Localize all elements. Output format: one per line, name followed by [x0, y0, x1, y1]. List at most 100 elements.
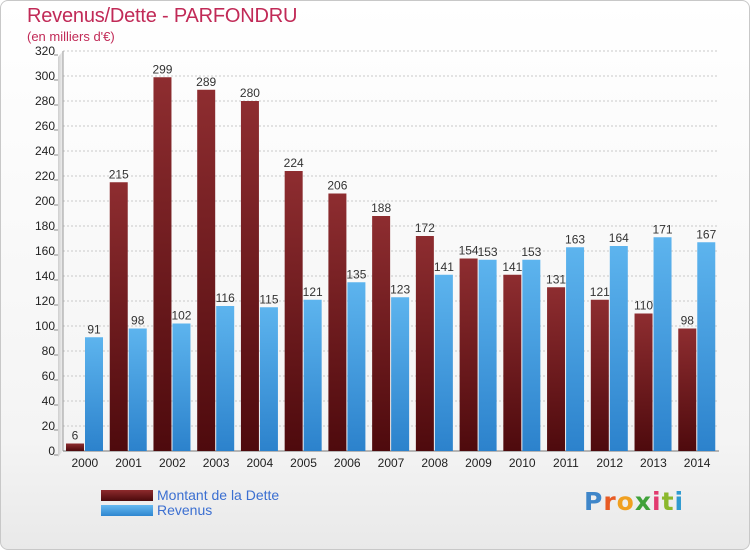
revenue-value-label: 98	[131, 314, 145, 328]
y-tick-label: 80	[42, 344, 56, 358]
debt-bar	[197, 89, 216, 451]
revenue-bar	[391, 297, 410, 451]
revenue-value-label: 123	[390, 282, 410, 296]
chart-title: Revenus/Dette - PARFONDRU	[27, 5, 298, 27]
debt-bar	[109, 182, 128, 451]
debt-bar	[547, 287, 566, 451]
legend-label-debt: Montant de la Dette	[157, 487, 280, 503]
logo-letter: i	[674, 487, 685, 516]
revenue-bar	[172, 323, 191, 451]
x-tick-label: 2000	[72, 456, 99, 470]
debt-bar	[503, 274, 522, 451]
revenue-value-label: 116	[216, 291, 235, 305]
debt-value-label: 110	[634, 299, 653, 313]
revenue-bar	[653, 237, 672, 451]
y-tick-label: 140	[35, 269, 55, 283]
revenue-value-label: 153	[478, 245, 498, 259]
y-tick-label: 20	[42, 419, 56, 433]
revenue-bar	[303, 299, 322, 451]
debt-value-label: 154	[459, 244, 479, 258]
debt-value-label: 299	[152, 62, 172, 76]
revenue-value-label: 153	[521, 245, 541, 259]
x-tick-label: 2011	[553, 456, 579, 470]
revenue-value-label: 141	[434, 260, 454, 274]
debt-value-label: 206	[327, 179, 347, 193]
y-tick-label: 0	[48, 444, 55, 458]
debt-bar	[415, 236, 434, 451]
legend-swatch-revenue	[101, 505, 153, 516]
debt-bar	[153, 77, 172, 451]
y-tick-label: 180	[35, 219, 55, 233]
debt-bar	[634, 313, 653, 451]
debt-value-label: 98	[681, 314, 695, 328]
revenue-bar	[566, 247, 585, 451]
debt-value-label: 121	[590, 285, 610, 299]
legend-label-revenue: Revenus	[157, 502, 213, 518]
y-tick-label: 60	[42, 369, 56, 383]
revenue-value-label: 91	[87, 322, 101, 336]
y-tick-label: 120	[35, 294, 55, 308]
x-tick-label: 2001	[115, 456, 142, 470]
debt-value-label: 224	[284, 156, 304, 170]
y-tick-label: 280	[35, 94, 55, 108]
logo-letter: x	[634, 487, 652, 516]
logo-letter: r	[603, 487, 617, 516]
revenue-value-label: 121	[303, 285, 323, 299]
debt-value-label: 188	[371, 201, 391, 215]
logo-letter: t	[661, 487, 675, 516]
chart-left-wall	[58, 51, 63, 457]
x-tick-label: 2002	[159, 456, 186, 470]
revenue-value-label: 135	[346, 267, 366, 281]
y-tick-label: 240	[35, 144, 55, 158]
y-tick-label: 200	[35, 194, 55, 208]
x-tick-label: 2014	[684, 456, 711, 470]
debt-bar	[372, 216, 391, 451]
x-tick-label: 2006	[334, 456, 361, 470]
y-tick-label: 40	[42, 394, 56, 408]
x-tick-label: 2010	[509, 456, 536, 470]
debt-value-label: 6	[72, 429, 79, 443]
x-tick-label: 2004	[246, 456, 273, 470]
y-tick-label: 100	[35, 319, 55, 333]
debt-bar	[66, 443, 84, 451]
revenue-bar	[85, 337, 103, 451]
x-tick-label: 2003	[203, 456, 230, 470]
y-tick-label: 300	[35, 69, 55, 83]
revenue-bar	[697, 242, 716, 451]
y-tick-label: 220	[35, 169, 55, 183]
debt-bar	[678, 328, 697, 451]
revenue-bar	[522, 259, 541, 451]
logo-letter: P	[584, 487, 604, 516]
x-tick-label: 2007	[378, 456, 405, 470]
revenue-value-label: 102	[171, 309, 191, 323]
debt-value-label: 280	[240, 86, 260, 100]
y-tick-label: 160	[35, 244, 55, 258]
revenue-value-label: 164	[609, 231, 629, 245]
proxiti-logo: Proxiti	[584, 487, 684, 516]
legend-swatch-debt	[101, 490, 153, 501]
debt-value-label: 172	[415, 221, 435, 235]
debt-bar	[590, 299, 609, 451]
logo-letter: o	[616, 487, 635, 516]
x-tick-label: 2012	[596, 456, 623, 470]
logo-letter: i	[652, 487, 662, 516]
revenue-value-label: 115	[259, 292, 278, 306]
revenue-bar	[347, 282, 366, 451]
revenue-bar	[609, 246, 628, 451]
revenue-bar	[216, 306, 235, 451]
debt-bar	[240, 101, 259, 451]
x-tick-label: 2009	[465, 456, 492, 470]
revenue-bar	[434, 274, 453, 451]
debt-value-label: 141	[502, 260, 522, 274]
chart-subtitle: (en milliers d'€)	[27, 29, 115, 44]
debt-bar	[459, 258, 478, 451]
debt-bar	[328, 193, 347, 451]
revenue-value-label: 171	[653, 222, 673, 236]
revenue-value-label: 167	[696, 227, 716, 241]
revenue-value-label: 163	[565, 232, 585, 246]
y-tick-label: 320	[35, 44, 55, 58]
y-tick-label: 260	[35, 119, 55, 133]
revenue-bar	[478, 259, 497, 451]
